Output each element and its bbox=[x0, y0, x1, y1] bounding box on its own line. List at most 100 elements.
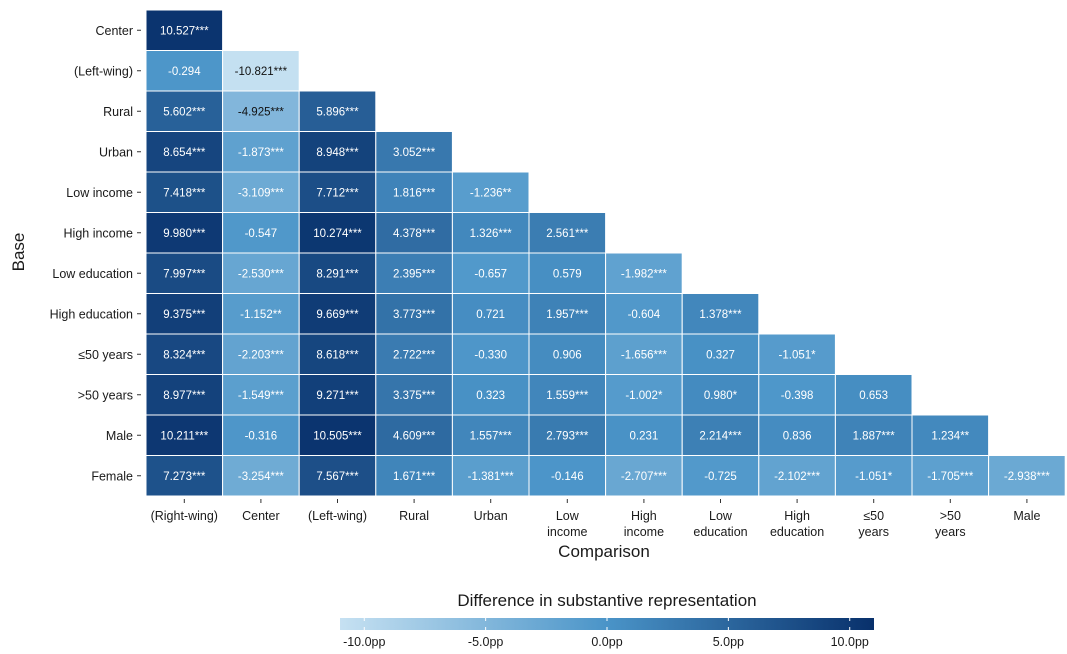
heatmap-cell bbox=[758, 374, 836, 416]
cell-value-label: -2.102*** bbox=[774, 471, 821, 483]
heatmap-cell bbox=[145, 374, 224, 416]
cell-value-label: 8.618*** bbox=[316, 349, 359, 361]
cell-value-label: 5.896*** bbox=[316, 106, 359, 118]
heatmap-cells: 10.527*** -0.294 -10.821*** 5.602*** -4.925*… bbox=[145, 9, 1066, 497]
cell-value-label: -0.547 bbox=[245, 228, 278, 240]
y-tick-label: Urban bbox=[99, 145, 133, 159]
cell-value-label: -3.254*** bbox=[238, 471, 285, 483]
heatmap-cell bbox=[528, 455, 607, 497]
heatmap-cell bbox=[298, 333, 377, 375]
heatmap-cell bbox=[145, 293, 224, 335]
heatmap-cell bbox=[605, 333, 683, 375]
y-tick-label: Center bbox=[95, 24, 133, 38]
heatmap-cell bbox=[451, 212, 530, 254]
heatmap-cell bbox=[988, 455, 1066, 497]
cell-value-label: -1.381*** bbox=[468, 471, 515, 483]
heatmap-cell bbox=[528, 252, 607, 294]
heatmap-cell bbox=[375, 131, 453, 173]
heatmap-cell bbox=[528, 333, 607, 375]
legend-tick-label: 5.0pp bbox=[713, 635, 744, 649]
heatmap-cell bbox=[222, 131, 300, 173]
cell-value-label: 8.654*** bbox=[163, 147, 206, 159]
heatmap-cell bbox=[681, 293, 760, 335]
heatmap-cell bbox=[298, 90, 377, 132]
cell-value-label: -0.294 bbox=[168, 66, 201, 78]
cell-value-label: -1.656*** bbox=[621, 349, 668, 361]
cell-value-label: -2.938*** bbox=[1004, 471, 1051, 483]
y-tick-label: ≤50 years bbox=[78, 348, 133, 362]
cell-value-label: 0.579 bbox=[553, 268, 582, 280]
x-axis-tick-labels: (Right-wing) Center (Left-wing) Rural Urban L… bbox=[151, 499, 1040, 539]
cell-value-label: 0.231 bbox=[630, 430, 659, 442]
color-legend: Difference in substantive representation… bbox=[340, 591, 874, 649]
heatmap-cell bbox=[834, 374, 913, 416]
cell-value-label: -1.051* bbox=[855, 471, 893, 483]
heatmap-cell bbox=[911, 414, 990, 456]
x-tick-label: Low income bbox=[547, 509, 587, 539]
heatmap-cell bbox=[145, 50, 224, 92]
cell-value-label: 8.291*** bbox=[316, 268, 359, 280]
heatmap-cell bbox=[145, 252, 224, 294]
heatmap-cell bbox=[528, 212, 607, 254]
cell-value-label: -10.821*** bbox=[235, 66, 288, 78]
heatmap-cell bbox=[375, 333, 453, 375]
cell-value-label: -2.530*** bbox=[238, 268, 285, 280]
cell-value-label: 8.324*** bbox=[163, 349, 206, 361]
cell-value-label: -1.873*** bbox=[238, 147, 285, 159]
cell-value-label: -0.725 bbox=[704, 471, 737, 483]
legend-title: Difference in substantive representation bbox=[457, 591, 756, 610]
heatmap-cell bbox=[222, 374, 300, 416]
heatmap-cell bbox=[451, 374, 530, 416]
heatmap-cell bbox=[758, 333, 836, 375]
heatmap-cell bbox=[375, 171, 453, 213]
heatmap-cell bbox=[375, 212, 453, 254]
heatmap-cell bbox=[834, 455, 913, 497]
cell-value-label: -0.330 bbox=[474, 349, 507, 361]
x-tick-label: Rural bbox=[399, 509, 429, 523]
heatmap-cell bbox=[222, 50, 300, 92]
cell-value-label: 9.980*** bbox=[163, 228, 206, 240]
cell-value-label: 0.721 bbox=[476, 309, 505, 321]
y-tick-label: Rural bbox=[103, 105, 133, 119]
heatmap-cell bbox=[298, 212, 377, 254]
cell-value-label: -1.549*** bbox=[238, 390, 285, 402]
cell-value-label: 8.948*** bbox=[316, 147, 359, 159]
cell-value-label: -2.707*** bbox=[621, 471, 668, 483]
cell-value-label: 7.567*** bbox=[316, 471, 359, 483]
cell-value-label: 1.887*** bbox=[853, 430, 896, 442]
cell-value-label: 0.653 bbox=[859, 390, 888, 402]
cell-value-label: -3.109*** bbox=[238, 187, 285, 199]
heatmap-cell bbox=[298, 293, 377, 335]
y-tick-label: (Left-wing) bbox=[74, 64, 133, 78]
cell-value-label: 0.906 bbox=[553, 349, 582, 361]
heatmap-cell bbox=[145, 212, 224, 254]
cell-value-label: -1.152** bbox=[240, 309, 282, 321]
x-tick-label: ≤50 years bbox=[858, 509, 889, 539]
cell-value-label: -1.002* bbox=[625, 390, 663, 402]
cell-value-label: 3.375*** bbox=[393, 390, 436, 402]
heatmap-cell bbox=[911, 455, 990, 497]
x-tick-label: (Right-wing) bbox=[151, 509, 218, 523]
legend-tick-label: 0.0pp bbox=[591, 635, 622, 649]
cell-value-label: 1.326*** bbox=[470, 228, 513, 240]
heatmap-cell bbox=[145, 9, 224, 51]
y-tick-label: >50 years bbox=[78, 388, 133, 402]
cell-value-label: 2.561*** bbox=[546, 228, 589, 240]
x-tick-label: Male bbox=[1013, 509, 1040, 523]
cell-value-label: -1.982*** bbox=[621, 268, 668, 280]
x-tick-label: >50 years bbox=[935, 509, 966, 539]
cell-value-label: -1.236** bbox=[470, 187, 512, 199]
cell-value-label: 1.234** bbox=[931, 430, 969, 442]
x-tick-label: Center bbox=[242, 509, 280, 523]
heatmap-cell bbox=[375, 455, 453, 497]
x-axis-label: Comparison bbox=[558, 542, 650, 561]
cell-value-label: 10.505*** bbox=[313, 430, 362, 442]
legend-tick-label: -5.0pp bbox=[468, 635, 503, 649]
heatmap-cell bbox=[681, 455, 760, 497]
y-axis-tick-labels: Center (Left-wing) Rural Urban Low income Hig… bbox=[50, 24, 141, 483]
cell-value-label: 10.211*** bbox=[160, 430, 208, 442]
cell-value-label: 7.712*** bbox=[316, 187, 359, 199]
cell-value-label: 0.836 bbox=[783, 430, 812, 442]
cell-value-label: -0.604 bbox=[628, 309, 661, 321]
cell-value-label: 3.773*** bbox=[393, 309, 436, 321]
